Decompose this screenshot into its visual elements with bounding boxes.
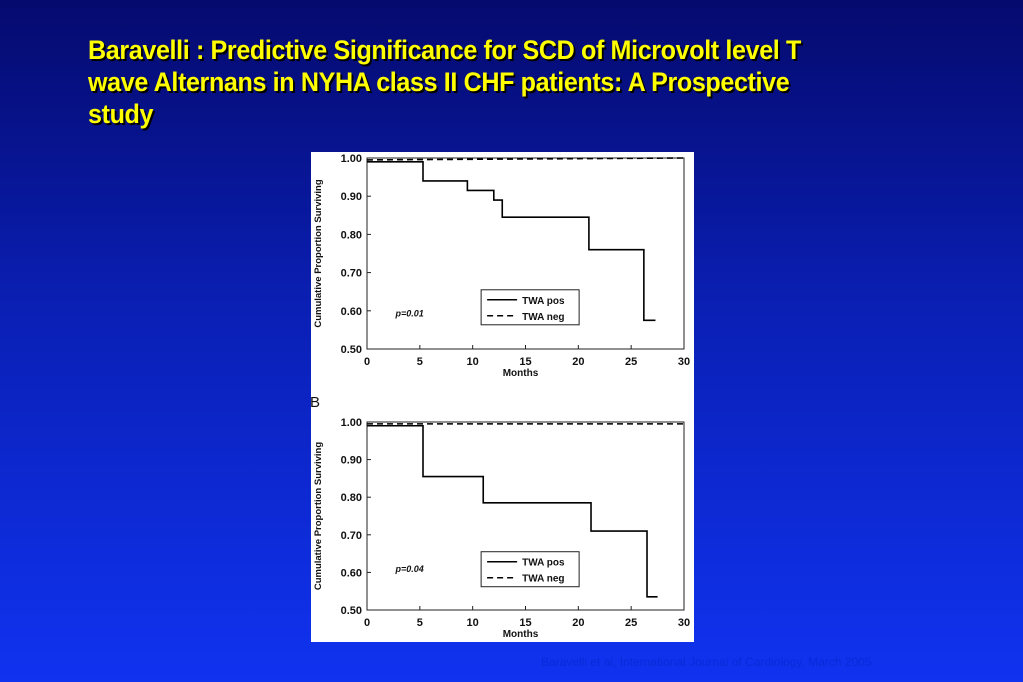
y-tick-label: 0.70 <box>341 530 362 542</box>
y-axis-label: Cumulative Proportion Surviving <box>313 179 324 328</box>
series-line-twa-pos <box>367 161 656 322</box>
series-line-twa-pos <box>367 424 658 598</box>
panel-label: B <box>311 394 320 411</box>
y-tick-label: 0.80 <box>341 492 362 504</box>
legend-box <box>480 551 580 588</box>
survival-figure: 0.50 0.60 0.70 0.80 0.90 1.00 0 5 10 15 20 25 30 Mont… <box>311 152 694 642</box>
x-tick-label: 0 <box>364 617 370 629</box>
x-tick-label: 30 <box>678 617 690 629</box>
y-tick-label: 0.60 <box>341 306 362 318</box>
x-tick-label: 20 <box>572 617 584 629</box>
y-tick-label: 0.80 <box>341 229 362 241</box>
legend-box <box>480 289 580 326</box>
survival-charts-svg: 0.50 0.60 0.70 0.80 0.90 1.00 0 5 10 15 20 25 30 Mont… <box>311 153 690 640</box>
y-tick-label: 0.60 <box>341 567 362 579</box>
y-tick-label: 0.50 <box>341 344 362 356</box>
legend-label: TWA neg <box>522 574 564 585</box>
legend-label: TWA pos <box>522 558 565 569</box>
x-tick-label: 10 <box>467 356 479 368</box>
p-value-annotation: p=0.01 <box>395 308 424 318</box>
y-axis-label: Cumulative Proportion Surviving <box>313 442 324 591</box>
p-value-annotation: p=0.04 <box>395 564 424 574</box>
x-tick-label: 25 <box>625 617 637 629</box>
y-tick-label: 1.00 <box>341 153 362 165</box>
x-tick-label: 15 <box>519 356 531 368</box>
y-tick-label: 0.90 <box>341 191 362 203</box>
x-tick-label: 0 <box>364 356 370 368</box>
x-tick-label: 5 <box>417 356 423 368</box>
x-tick-label: 25 <box>625 356 637 368</box>
citation: Baravelli et al, International Journal o… <box>541 655 872 669</box>
y-tick-label: 0.50 <box>341 605 362 617</box>
x-tick-label: 15 <box>519 617 531 629</box>
y-tick-label: 0.70 <box>341 268 362 280</box>
y-tick-label: 0.90 <box>341 455 362 467</box>
x-tick-label: 10 <box>467 617 479 629</box>
x-axis-label: Months <box>503 629 539 640</box>
legend-label: TWA neg <box>522 312 564 323</box>
x-tick-label: 30 <box>678 356 690 368</box>
legend-label: TWA pos <box>522 296 565 307</box>
x-tick-label: 5 <box>417 617 423 629</box>
series-line-twa-neg <box>366 157 685 161</box>
slide-title: Baravelli : Predictive Significance for … <box>88 35 801 129</box>
x-tick-label: 20 <box>572 356 584 368</box>
x-axis-label: Months <box>503 368 539 379</box>
y-tick-label: 1.00 <box>341 417 362 429</box>
